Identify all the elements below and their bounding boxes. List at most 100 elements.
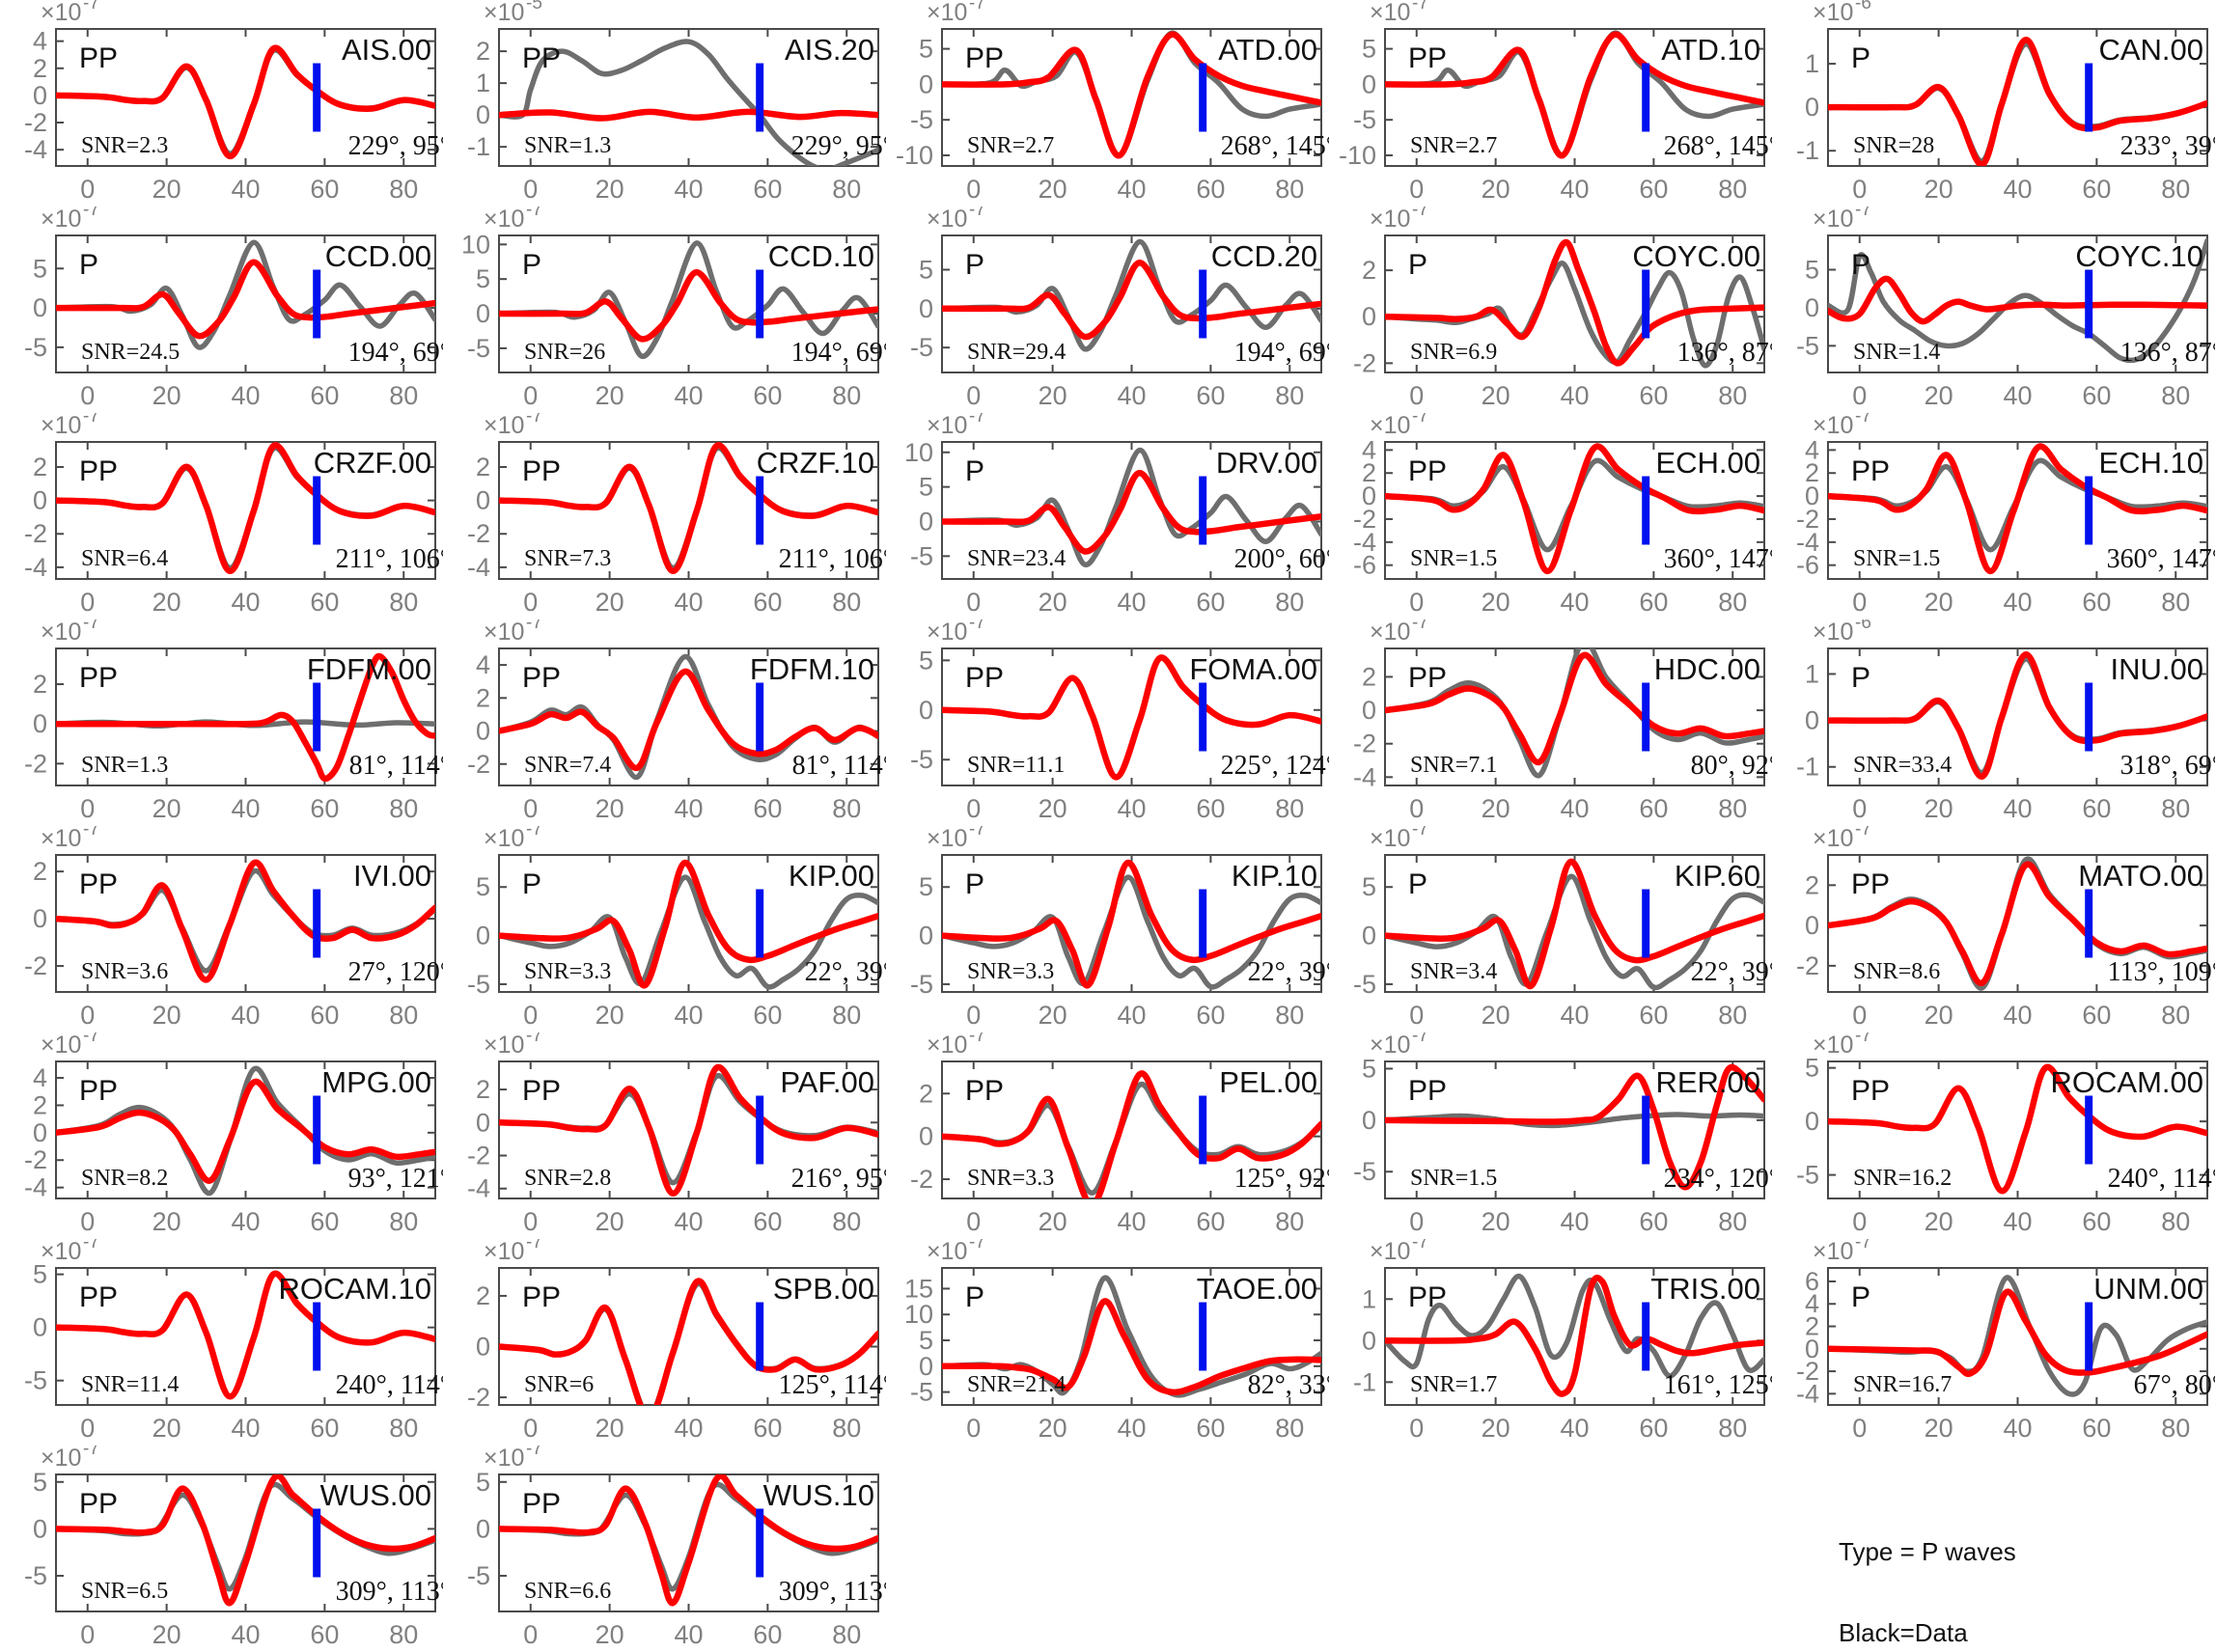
subplot-ECH.10: 0 20 40 60 80 4 2 0 -2 -4 -6 ×10 -7 PP ECH.10 SNR=1.5 36… xyxy=(1772,413,2215,620)
y-tick-label: 4 xyxy=(1805,1289,1819,1318)
model-trace xyxy=(56,1474,435,1607)
x-tick-label: 20 xyxy=(1482,1207,1510,1236)
y-tick-label: -5 xyxy=(1353,105,1376,134)
y-tick-label: -4 xyxy=(467,553,490,582)
model-trace xyxy=(499,442,878,575)
y-tick-label: 15 xyxy=(904,1274,933,1303)
phase-label: PP xyxy=(79,1075,118,1107)
x-tick-label: 20 xyxy=(596,588,624,617)
y-tick-label: 5 xyxy=(1362,35,1376,64)
x-tick-label: 40 xyxy=(674,381,703,410)
x-tick-label: 40 xyxy=(674,175,703,204)
y-exponent-label: ×10 xyxy=(41,413,81,439)
subplot-canvas-KIP.00: 0 20 40 60 80 5 0 -5 ×10 -7 P KIP.00 SNR=3.3 22°, 39° xyxy=(467,826,886,1030)
x-tick-label: 0 xyxy=(80,1001,95,1030)
y-tick-label: 0 xyxy=(476,100,490,129)
y-tick-label: -5 xyxy=(910,970,933,999)
y-tick-label: 2 xyxy=(476,453,490,482)
x-tick-label: 0 xyxy=(80,588,95,617)
x-tick-label: 40 xyxy=(2003,588,2032,617)
x-tick-label: 60 xyxy=(1639,381,1668,410)
subplot-CRZF.00: 0 20 40 60 80 2 0 -2 -4 ×10 -7 PP CRZF.00 SNR=6.4 211°… xyxy=(0,413,443,620)
y-tick-label: 0 xyxy=(33,486,47,515)
x-tick-label: 0 xyxy=(1409,175,1424,204)
azimuth-distance-label: 22°, 39° xyxy=(1248,957,1329,987)
snr-label: SNR=26 xyxy=(524,340,605,365)
subplot-UNM.00: 0 20 40 60 80 6 4 2 0 -2 -4 ×10 -7 P UNM.00 SNR=16.7 67°… xyxy=(1772,1239,2215,1446)
model-trace xyxy=(56,652,435,783)
x-tick-label: 20 xyxy=(1925,588,1953,617)
subplot-MATO.00: 0 20 40 60 80 2 0 -2 ×10 -7 PP MATO.00 SNR=8.6 113°, … xyxy=(1772,826,2215,1032)
x-tick-label: 0 xyxy=(523,381,538,410)
x-tick-label: 60 xyxy=(1639,175,1668,204)
x-tick-label: 60 xyxy=(1639,588,1668,617)
y-exponent-label: ×10 xyxy=(1813,826,1853,852)
y-tick-label: 4 xyxy=(476,650,490,679)
x-tick-label: 0 xyxy=(80,794,95,823)
x-tick-label: 60 xyxy=(1196,1207,1225,1236)
station-label: MATO.00 xyxy=(2078,859,2203,893)
y-tick-label: 2 xyxy=(1362,662,1376,691)
station-label: ECH.00 xyxy=(1655,446,1760,480)
subplot-WUS.10: 0 20 40 60 80 5 0 -5 ×10 -7 PP WUS.10 SNR=6.6 309°, 1… xyxy=(443,1446,886,1652)
snr-label: SNR=7.3 xyxy=(524,546,611,571)
subplot-canvas-WUS.00: 0 20 40 60 80 5 0 -5 ×10 -7 PP WUS.00 SNR=6.5 309°, 1… xyxy=(24,1446,443,1649)
subplot-CCD.20: 0 20 40 60 80 5 0 -5 ×10 -7 P CCD.20 SNR=29.4 194°, 6… xyxy=(886,206,1329,413)
model-trace xyxy=(1385,31,1764,159)
x-tick-label: 60 xyxy=(310,175,339,204)
y-exponent-power: -7 xyxy=(1412,1239,1428,1253)
x-tick-label: 60 xyxy=(753,381,782,410)
y-tick-label: 0 xyxy=(33,293,47,322)
phase-label: PP xyxy=(1851,1075,1890,1107)
y-exponent-power: -7 xyxy=(969,206,985,220)
azimuth-distance-label: 27°, 120° xyxy=(348,957,443,987)
y-tick-label: -4 xyxy=(1353,528,1376,557)
x-tick-label: 0 xyxy=(523,1414,538,1443)
x-tick-label: 20 xyxy=(1039,175,1067,204)
azimuth-distance-label: 136°, 87° xyxy=(2120,338,2215,368)
model-trace xyxy=(499,1063,878,1197)
snr-label: SNR=11.1 xyxy=(967,753,1065,778)
y-exponent-label: ×10 xyxy=(1370,1239,1410,1265)
model-trace xyxy=(56,1270,435,1400)
azimuth-distance-label: 234°, 120° xyxy=(1664,1164,1772,1194)
y-tick-label: 2 xyxy=(33,857,47,886)
y-tick-label: 2 xyxy=(919,1079,933,1108)
y-exponent-power: -7 xyxy=(83,206,99,220)
x-tick-label: 20 xyxy=(596,794,624,823)
subplot-canvas-COYC.10: 0 20 40 60 80 5 0 -5 ×10 -7 P COYC.10 SNR=1.4 136°, 8… xyxy=(1796,206,2215,410)
y-exponent-power: -7 xyxy=(1412,826,1428,840)
x-tick-label: 20 xyxy=(1039,588,1067,617)
y-exponent-power: -7 xyxy=(526,1446,542,1459)
y-exponent-power: -7 xyxy=(969,1032,985,1046)
y-tick-label: 0 xyxy=(33,1118,47,1147)
snr-label: SNR=1.5 xyxy=(1853,546,1940,571)
x-tick-label: 0 xyxy=(1852,175,1867,204)
model-trace xyxy=(499,1474,878,1607)
subplot-FDFM.00: 0 20 40 60 80 2 0 -2 ×10 -7 PP FDFM.00 SNR=1.3 81°, 1… xyxy=(0,620,443,826)
y-exponent-label: ×10 xyxy=(41,826,81,852)
y-exponent-power: -7 xyxy=(969,1239,985,1253)
x-tick-label: 80 xyxy=(1275,1414,1304,1443)
x-tick-label: 40 xyxy=(231,794,260,823)
y-exponent-label: ×10 xyxy=(927,620,967,646)
y-exponent-label: ×10 xyxy=(1370,0,1410,26)
subplot-canvas-CCD.20: 0 20 40 60 80 5 0 -5 ×10 -7 P CCD.20 SNR=29.4 194°, 6… xyxy=(910,206,1329,410)
snr-label: SNR=29.4 xyxy=(967,340,1066,365)
model-trace xyxy=(1385,1063,1764,1191)
y-tick-label: -2 xyxy=(467,1142,490,1170)
x-tick-label: 40 xyxy=(1560,1414,1589,1443)
x-tick-label: 20 xyxy=(1925,794,1953,823)
y-tick-label: -1 xyxy=(1353,1367,1376,1396)
y-tick-label: 5 xyxy=(476,264,490,293)
x-tick-label: 40 xyxy=(674,1414,703,1443)
y-tick-label: -2 xyxy=(1353,730,1376,758)
x-tick-label: 40 xyxy=(674,588,703,617)
phase-label: PP xyxy=(522,1488,561,1520)
y-exponent-power: -7 xyxy=(1855,826,1871,840)
y-exponent-power: -7 xyxy=(526,1032,542,1046)
phase-label: P xyxy=(522,249,541,281)
y-tick-label: 5 xyxy=(1805,1054,1819,1083)
y-tick-label: -1 xyxy=(467,132,490,161)
